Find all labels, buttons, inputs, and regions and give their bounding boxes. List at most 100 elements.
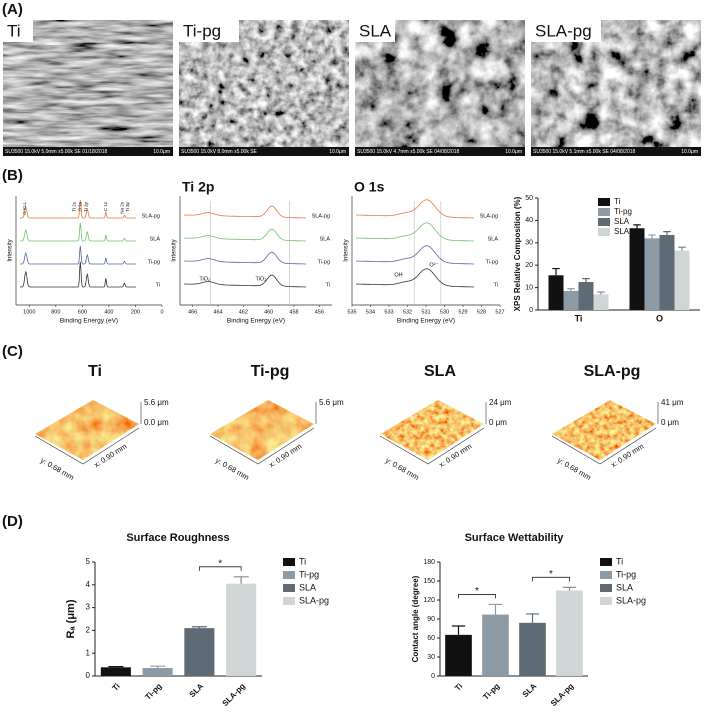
x-tick-label: 456 xyxy=(315,309,324,315)
x-tick-label: 462 xyxy=(239,309,248,315)
error-bar xyxy=(552,267,560,276)
afm-surface xyxy=(210,400,314,460)
x-tick-label: SLA-pg xyxy=(549,681,576,708)
legend-swatch xyxy=(283,597,295,605)
spectrum-curve xyxy=(356,268,474,288)
afm-surface xyxy=(35,400,139,460)
afm-surface xyxy=(552,400,656,460)
afm-y-axis: y: 0.68 mm xyxy=(214,456,251,482)
curve-label: SLA-pg xyxy=(312,213,330,219)
afm-label: SLA xyxy=(424,363,456,380)
bar xyxy=(548,275,564,310)
bar xyxy=(226,583,257,676)
bar xyxy=(593,294,609,310)
sem-label: SLA xyxy=(359,21,392,40)
sem-image xyxy=(179,20,349,156)
curve-label: Ti-pg xyxy=(486,259,498,265)
legend-label: SLA xyxy=(299,582,316,592)
y-axis-label: Intensity xyxy=(344,239,350,261)
x-tick-label: 460 xyxy=(264,309,273,315)
x-tick-label: 600 xyxy=(78,309,87,315)
spectrum-curve xyxy=(184,274,306,288)
spectrum-title: O 1s xyxy=(354,179,385,195)
spectrum-curve xyxy=(356,245,474,265)
curve-label: SLA xyxy=(320,236,331,242)
x-tick-label: Ti-pg xyxy=(481,681,501,701)
error-bar xyxy=(525,613,540,623)
bar xyxy=(556,590,583,676)
x-tick-label: 200 xyxy=(131,309,140,315)
y-axis-label: XPS Relative Composition (%) xyxy=(513,196,522,311)
x-axis-label: Binding Energy (eV) xyxy=(397,318,455,325)
legend-swatch xyxy=(600,597,612,605)
legend-label: SLA xyxy=(614,217,630,226)
sem-scale: 10.0μm xyxy=(329,149,346,155)
error-bar xyxy=(663,231,671,235)
x-tick-label: 458 xyxy=(289,309,298,315)
caption-bar xyxy=(179,147,349,156)
error-bar xyxy=(108,666,124,668)
x-axis-label: Binding Energy (eV) xyxy=(60,318,118,325)
legend-label: Ti-pg xyxy=(614,207,632,216)
afm-label: Ti xyxy=(88,363,102,380)
y-axis-label: Rₐ (μm) xyxy=(65,599,77,638)
legend-label: Ti xyxy=(299,556,306,566)
legend-swatch xyxy=(600,571,612,579)
sem-scale: 10.0μm xyxy=(153,149,170,155)
afm-axis xyxy=(34,427,140,465)
sem-image xyxy=(355,20,525,156)
sem-image xyxy=(3,20,173,156)
sem-scale: 10.0μm xyxy=(505,149,522,155)
spectrum-curve xyxy=(20,261,136,288)
significance-label: * xyxy=(218,558,222,569)
significance-label: * xyxy=(549,569,553,580)
sem-caption: SU3500 15.0kV 8.0mm x5.00k SE xyxy=(181,149,258,155)
afm-y-axis: y: 0.68 mm xyxy=(39,456,76,482)
afm-z-top: 24 μm xyxy=(489,398,512,407)
legend-label: Ti-pg xyxy=(616,569,636,579)
afm-z-top: 5.6 μm xyxy=(319,398,344,407)
error-bar xyxy=(233,576,249,584)
peak-label: Na 2s xyxy=(119,201,124,214)
curve-label: SLA-pg xyxy=(480,213,498,219)
label-box xyxy=(179,20,239,42)
x-tick-label: Ti-pg xyxy=(143,681,163,701)
spectrum-curve xyxy=(20,222,136,242)
panel-label: (C) xyxy=(2,343,23,360)
label-box xyxy=(3,20,33,42)
peak-label: Ti 2s xyxy=(72,201,77,211)
y-axis-label: Contact angle (degree) xyxy=(411,575,420,662)
y-tick-label: 0 xyxy=(529,307,533,314)
legend-swatch xyxy=(598,228,610,236)
error-bar xyxy=(191,626,207,629)
bar xyxy=(519,622,546,676)
x-tick-label: O xyxy=(656,313,663,323)
legend-swatch xyxy=(598,198,610,206)
error-bar xyxy=(488,603,503,615)
legend-label: Ti xyxy=(616,556,623,566)
legend-swatch xyxy=(283,584,295,592)
x-tick-label: 528 xyxy=(477,309,486,315)
y-tick-label: 30 xyxy=(525,240,533,247)
sem-image xyxy=(531,20,701,156)
x-tick-label: 534 xyxy=(366,309,375,315)
significance-label: * xyxy=(475,586,479,597)
chart-title: Surface Roughness xyxy=(126,532,229,544)
afm-label: Ti-pg xyxy=(251,363,290,380)
spectrum-curve xyxy=(184,205,306,219)
sem-label: SLA-pg xyxy=(535,21,592,40)
x-tick-label: SLA xyxy=(521,681,539,699)
curve-label: Ti-pg xyxy=(148,259,160,265)
y-tick-label: 1 xyxy=(86,648,91,657)
afm-z-bottom: 0 μm xyxy=(661,418,679,427)
curve-label: Ti xyxy=(494,282,498,288)
x-tick-label: SLA-pg xyxy=(221,681,248,708)
x-tick-label: 800 xyxy=(51,309,60,315)
afm-label: SLA-pg xyxy=(584,363,641,380)
bar xyxy=(563,290,579,310)
peak-label: TiO₂ xyxy=(255,276,266,282)
significance-bracket xyxy=(532,576,570,582)
y-axis-label: Intensity xyxy=(8,239,14,261)
legend-label: SLA-pg xyxy=(614,227,641,236)
